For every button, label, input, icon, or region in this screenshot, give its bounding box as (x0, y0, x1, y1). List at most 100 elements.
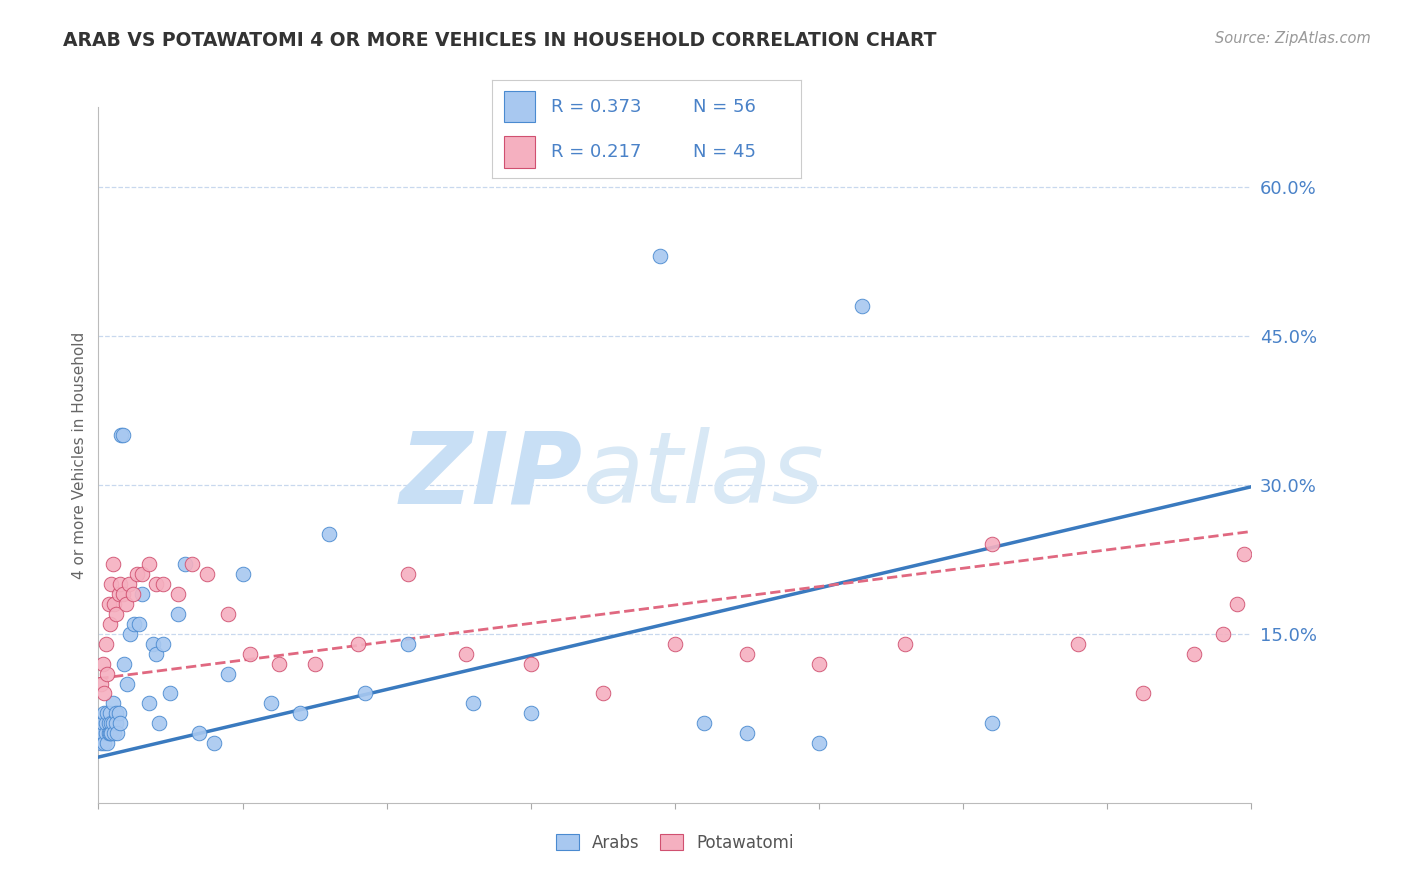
Text: ARAB VS POTAWATOMI 4 OR MORE VEHICLES IN HOUSEHOLD CORRELATION CHART: ARAB VS POTAWATOMI 4 OR MORE VEHICLES IN… (63, 31, 936, 50)
Point (94, 726, 117, 740)
Point (166, 587, 188, 601)
Point (131, 587, 153, 601)
Text: atlas: atlas (582, 427, 824, 524)
Point (101, 697, 124, 711)
Point (152, 637, 174, 651)
Point (290, 706, 312, 721)
Point (735, 726, 758, 740)
Point (159, 686, 181, 700)
Point (93, 736, 115, 750)
Point (304, 657, 326, 671)
Point (96, 706, 118, 721)
Point (145, 647, 167, 661)
Point (181, 558, 204, 572)
Legend: Arabs, Potawatomi: Arabs, Potawatomi (551, 829, 799, 857)
Point (118, 577, 141, 591)
Point (152, 577, 174, 591)
Point (454, 647, 477, 661)
Point (808, 736, 831, 750)
Point (195, 567, 218, 582)
Point (520, 657, 543, 671)
Point (396, 567, 419, 582)
Point (91, 726, 114, 740)
Point (217, 666, 239, 681)
Point (354, 686, 377, 700)
Point (100, 726, 122, 740)
Point (267, 657, 290, 671)
Point (260, 697, 283, 711)
Point (138, 558, 160, 572)
Point (735, 647, 758, 661)
Point (664, 637, 686, 651)
Point (202, 736, 225, 750)
Point (111, 587, 134, 601)
Point (94, 637, 117, 651)
Y-axis label: 4 or more Vehicles in Household: 4 or more Vehicles in Household (72, 331, 87, 579)
Point (981, 537, 1004, 551)
Point (461, 697, 484, 711)
Point (108, 577, 131, 591)
Point (104, 706, 127, 721)
Point (128, 616, 150, 631)
Point (396, 637, 419, 651)
Point (101, 558, 124, 572)
Point (131, 567, 153, 582)
Point (145, 577, 167, 591)
Point (114, 597, 136, 611)
Point (124, 616, 146, 631)
FancyBboxPatch shape (505, 91, 536, 122)
Point (110, 428, 132, 442)
Point (91, 716, 114, 731)
Point (93, 686, 115, 700)
Point (100, 577, 122, 591)
Text: R = 0.373: R = 0.373 (551, 98, 641, 116)
Point (231, 567, 254, 582)
Point (97, 726, 120, 740)
Point (100, 716, 122, 731)
Point (108, 716, 131, 731)
Point (894, 637, 917, 651)
Point (650, 249, 672, 263)
Point (138, 697, 160, 711)
Point (117, 676, 139, 690)
Point (1226, 597, 1249, 611)
Text: N = 56: N = 56 (693, 98, 756, 116)
Point (1132, 686, 1154, 700)
Point (217, 607, 239, 621)
Point (103, 726, 125, 740)
Point (91, 657, 114, 671)
Point (96, 736, 118, 750)
Point (111, 428, 134, 442)
Point (174, 558, 197, 572)
Point (96, 666, 118, 681)
Point (1212, 627, 1234, 641)
Point (1182, 647, 1205, 661)
Point (981, 716, 1004, 731)
Point (112, 657, 135, 671)
Text: N = 45: N = 45 (693, 143, 756, 161)
Point (592, 686, 614, 700)
Point (98, 726, 121, 740)
Point (98, 706, 121, 721)
Point (188, 726, 211, 740)
Point (101, 716, 124, 731)
Point (93, 706, 115, 721)
Point (693, 716, 716, 731)
Point (239, 647, 262, 661)
Point (1067, 637, 1090, 651)
Point (120, 627, 142, 641)
Point (97, 597, 120, 611)
Point (105, 726, 128, 740)
Point (97, 716, 120, 731)
Text: R = 0.217: R = 0.217 (551, 143, 641, 161)
Point (107, 706, 129, 721)
Point (107, 587, 129, 601)
Text: Source: ZipAtlas.com: Source: ZipAtlas.com (1215, 31, 1371, 46)
Point (122, 587, 145, 601)
Point (90, 676, 112, 690)
Text: ZIP: ZIP (399, 427, 582, 524)
Point (166, 607, 188, 621)
Point (98, 616, 121, 631)
Point (808, 657, 831, 671)
Point (94, 716, 117, 731)
